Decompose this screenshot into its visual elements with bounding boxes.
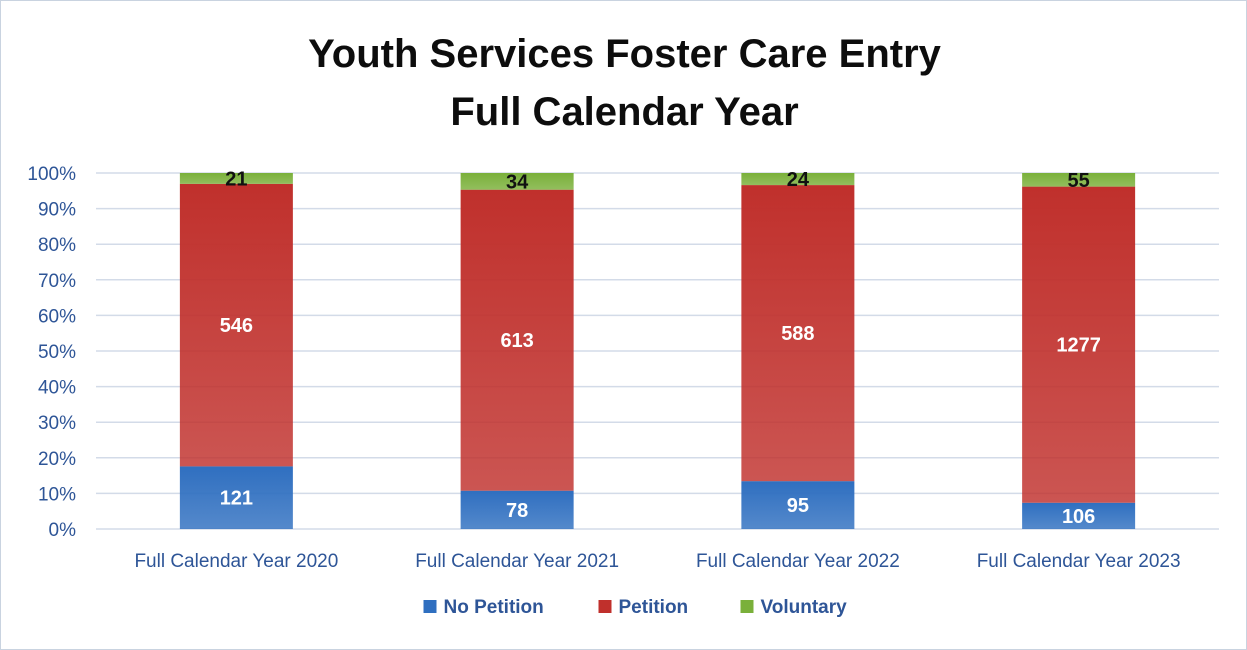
- data-label: 121: [220, 488, 253, 510]
- x-tick-label: Full Calendar Year 2023: [977, 551, 1181, 572]
- y-tick-label: 40%: [38, 378, 76, 399]
- bar-segment: [741, 481, 855, 529]
- y-tick-label: 100%: [27, 164, 76, 185]
- data-label: 546: [220, 315, 253, 337]
- data-label: 613: [500, 330, 533, 352]
- legend-swatch: [598, 600, 612, 613]
- bar-segment: [179, 466, 293, 529]
- legend-label: Petition: [619, 597, 689, 618]
- legend-swatch: [740, 600, 754, 613]
- x-tick-label: Full Calendar Year 2020: [134, 551, 338, 572]
- bar-segment: [179, 183, 293, 467]
- y-tick-label: 60%: [38, 306, 76, 327]
- data-label: 21: [225, 168, 247, 190]
- bar-segment: [179, 173, 293, 184]
- data-label: 34: [506, 171, 529, 193]
- data-label: 588: [781, 323, 814, 345]
- y-tick-label: 50%: [38, 342, 76, 363]
- y-tick-label: 30%: [38, 413, 76, 434]
- y-tick-label: 0%: [49, 520, 77, 541]
- bar-segment: [1022, 173, 1136, 187]
- bar-segment: [1022, 186, 1136, 503]
- bar-segment: [741, 173, 855, 186]
- y-tick-label: 70%: [38, 271, 76, 292]
- data-label: 106: [1062, 506, 1095, 528]
- legend-label: Voluntary: [761, 597, 848, 618]
- y-tick-label: 10%: [38, 484, 76, 505]
- data-label: 78: [506, 500, 528, 522]
- bar-segment: [741, 185, 855, 482]
- x-tick-label: Full Calendar Year 2021: [415, 551, 619, 572]
- y-tick-label: 20%: [38, 449, 76, 470]
- data-label: 24: [787, 169, 810, 191]
- chart-title-line-1: Youth Services Foster Care Entry: [308, 32, 941, 76]
- bar-segment: [460, 490, 574, 529]
- bar-segment: [1022, 502, 1136, 529]
- data-label: 95: [787, 495, 809, 517]
- legend-swatch: [423, 600, 437, 613]
- bar-segment: [460, 189, 574, 491]
- data-label: 55: [1068, 170, 1090, 192]
- y-tick-label: 90%: [38, 200, 76, 221]
- chart-title-line-2: Full Calendar Year: [450, 90, 799, 134]
- data-label: 1277: [1056, 335, 1101, 357]
- x-tick-label: Full Calendar Year 2022: [696, 551, 900, 572]
- bar-segment: [460, 173, 574, 190]
- y-tick-label: 80%: [38, 235, 76, 256]
- legend-label: No Petition: [444, 597, 544, 618]
